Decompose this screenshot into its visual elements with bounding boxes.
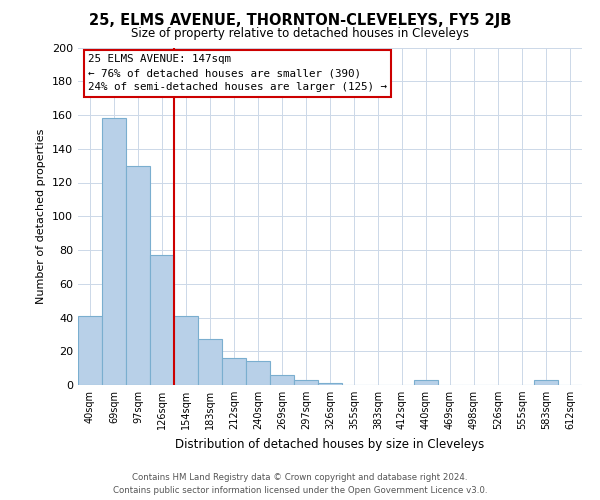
Bar — [318, 384, 342, 385]
Bar — [534, 380, 558, 385]
Text: Contains HM Land Registry data © Crown copyright and database right 2024.
Contai: Contains HM Land Registry data © Crown c… — [113, 474, 487, 495]
Bar — [198, 340, 222, 385]
Bar — [102, 118, 126, 385]
Bar — [246, 362, 270, 385]
Bar — [270, 375, 294, 385]
Bar — [150, 255, 174, 385]
Bar — [414, 380, 438, 385]
Bar — [222, 358, 246, 385]
Bar — [174, 316, 198, 385]
Bar — [294, 380, 318, 385]
Y-axis label: Number of detached properties: Number of detached properties — [37, 128, 46, 304]
X-axis label: Distribution of detached houses by size in Cleveleys: Distribution of detached houses by size … — [175, 438, 485, 450]
Bar — [78, 316, 102, 385]
Bar — [126, 166, 150, 385]
Text: 25 ELMS AVENUE: 147sqm
← 76% of detached houses are smaller (390)
24% of semi-de: 25 ELMS AVENUE: 147sqm ← 76% of detached… — [88, 54, 387, 92]
Text: Size of property relative to detached houses in Cleveleys: Size of property relative to detached ho… — [131, 28, 469, 40]
Text: 25, ELMS AVENUE, THORNTON-CLEVELEYS, FY5 2JB: 25, ELMS AVENUE, THORNTON-CLEVELEYS, FY5… — [89, 12, 511, 28]
